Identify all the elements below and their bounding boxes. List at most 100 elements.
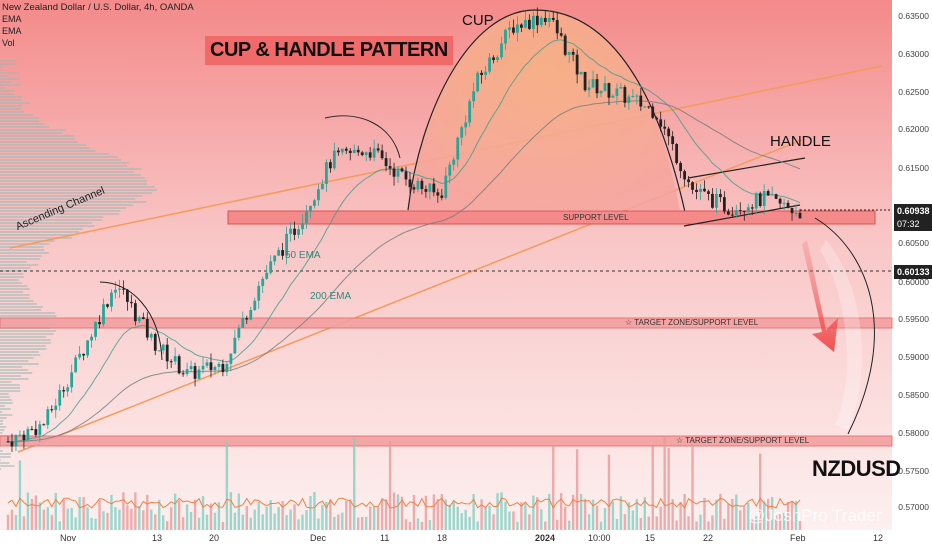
candle bbox=[70, 372, 74, 388]
volume-profile-bar bbox=[0, 285, 28, 287]
volume-bar bbox=[169, 507, 173, 530]
volume-bar bbox=[512, 511, 515, 530]
candle bbox=[356, 149, 360, 153]
candle bbox=[133, 303, 137, 322]
volume-bar bbox=[138, 506, 141, 530]
volume-profile-bar bbox=[0, 231, 80, 233]
volume-bar bbox=[623, 514, 627, 530]
candle bbox=[746, 207, 750, 212]
candle bbox=[340, 148, 344, 153]
volume-profile-bar bbox=[0, 348, 47, 350]
candle bbox=[623, 87, 627, 103]
volume-profile-bar bbox=[0, 414, 13, 416]
candle bbox=[456, 137, 460, 160]
candle bbox=[512, 27, 515, 33]
candle bbox=[46, 409, 50, 425]
price-tick: 0.59500 bbox=[898, 314, 929, 324]
candle bbox=[770, 194, 774, 196]
candle bbox=[699, 188, 702, 192]
volume-bar bbox=[213, 512, 217, 530]
volume-bar bbox=[532, 495, 535, 530]
candle bbox=[754, 193, 758, 209]
candle bbox=[145, 318, 149, 338]
time-tick: 12 bbox=[873, 533, 884, 543]
volume-bar bbox=[786, 501, 790, 530]
volume-profile-bar bbox=[0, 291, 24, 293]
candle bbox=[786, 202, 790, 208]
volume-bar bbox=[711, 515, 714, 530]
volume-profile-bar bbox=[0, 297, 30, 299]
volume-bar bbox=[404, 519, 408, 530]
volume-bar bbox=[380, 498, 384, 530]
candle bbox=[484, 71, 487, 75]
volume-profile-bar bbox=[0, 252, 50, 254]
volume-bar bbox=[675, 520, 678, 530]
candle bbox=[476, 72, 480, 92]
volume-bar bbox=[233, 512, 237, 530]
candle bbox=[726, 211, 730, 215]
price-tick: 0.63500 bbox=[898, 11, 929, 21]
price-tick: 0.61500 bbox=[898, 163, 929, 173]
volume-bar bbox=[798, 521, 802, 530]
volume-profile-bar bbox=[0, 225, 95, 227]
candle bbox=[631, 96, 635, 98]
volume-profile-bar bbox=[0, 219, 102, 221]
candle bbox=[715, 194, 718, 208]
volume-profile-bar bbox=[0, 381, 12, 383]
volume-profile-bar bbox=[0, 204, 134, 206]
indicator-ema-2[interactable]: EMA bbox=[2, 26, 22, 36]
target-zone-1-label: ☆ TARGET ZONE/SUPPORT LEVEL bbox=[625, 318, 759, 327]
target-zone-1-text: TARGET ZONE/SUPPORT LEVEL bbox=[634, 318, 759, 327]
volume-profile-bar bbox=[0, 375, 21, 377]
volume-profile-bar bbox=[0, 282, 22, 284]
candle bbox=[241, 318, 245, 328]
volume-bar bbox=[432, 494, 436, 530]
candle bbox=[452, 159, 456, 165]
projection-shade bbox=[820, 240, 862, 430]
volume-profile-bar bbox=[0, 459, 1, 461]
candle bbox=[440, 195, 444, 198]
volume-profile-bar bbox=[0, 330, 56, 332]
candle bbox=[74, 357, 78, 373]
volume-bar bbox=[762, 501, 766, 530]
volume-profile-bar bbox=[0, 114, 34, 116]
volume-bar bbox=[150, 509, 153, 530]
volume-bar bbox=[54, 492, 57, 530]
current-price-tag: 0.60938 bbox=[894, 204, 932, 218]
candle bbox=[774, 194, 778, 199]
pattern-title: CUP & HANDLE PATTERN bbox=[205, 36, 453, 65]
volume-bar bbox=[146, 494, 149, 530]
target-zone-2 bbox=[0, 435, 893, 447]
volume-bar bbox=[400, 496, 404, 530]
volume-bar bbox=[456, 506, 459, 530]
volume-profile-bar bbox=[0, 201, 147, 203]
volume-profile-bar bbox=[0, 99, 22, 101]
volume-bar bbox=[337, 514, 340, 530]
candle bbox=[221, 363, 225, 373]
time-tick: Feb bbox=[790, 533, 806, 543]
volume-bar bbox=[567, 520, 571, 530]
candle bbox=[185, 369, 189, 374]
candle bbox=[66, 387, 70, 392]
candle bbox=[492, 57, 495, 61]
volume-bar bbox=[94, 518, 97, 530]
volume-profile-bar bbox=[0, 66, 3, 68]
volume-profile-bar bbox=[0, 453, 11, 455]
candle bbox=[6, 441, 10, 443]
candle bbox=[165, 344, 169, 362]
volume-bar bbox=[683, 494, 686, 530]
candle bbox=[102, 304, 105, 325]
volume-profile-bar bbox=[0, 63, 16, 65]
candle bbox=[153, 334, 157, 351]
volume-bar bbox=[66, 508, 69, 530]
volume-profile-bar bbox=[0, 294, 30, 296]
candle bbox=[122, 288, 125, 290]
volume-bar bbox=[571, 494, 575, 530]
candle bbox=[34, 429, 38, 435]
volume-bar bbox=[615, 518, 619, 530]
indicator-volume[interactable]: Vol bbox=[2, 38, 15, 48]
candle bbox=[508, 27, 511, 30]
volume-profile-bar bbox=[0, 189, 158, 191]
indicator-ema-1[interactable]: EMA bbox=[2, 14, 22, 24]
